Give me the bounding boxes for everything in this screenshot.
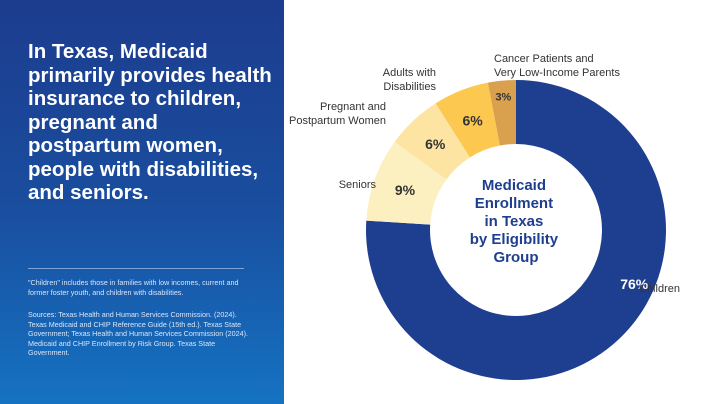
footnote: "Children" includes those in families wi… — [28, 278, 239, 297]
donut-chart: 76%Children 9% Seniors 6% Pregnant and Postpa… — [289, 53, 680, 380]
center-title: Medicaid Enrollment in Texas by Eligibil… — [470, 177, 563, 266]
headline: In Texas, Medicaid primarily provides he… — [28, 40, 272, 204]
category-label: Seniors — [339, 179, 377, 191]
slice-adults-with-disabilities — [435, 82, 500, 158]
category-label: Pregnant and Postpartum Women — [289, 101, 386, 127]
slice-cancer-patients-and-very-low-income-parents — [487, 80, 516, 146]
category-label: Adults with Disabilities — [383, 67, 437, 93]
info-panel: In Texas, Medicaid primarily provides he… — [0, 0, 284, 404]
data-label: 6% — [462, 112, 483, 128]
data-label: 6% — [425, 136, 446, 152]
category-label: Cancer Patients and Very Low-Income Paren… — [494, 53, 620, 79]
sources: Sources: Texas Health and Human Services… — [28, 310, 248, 358]
data-label: 76% — [620, 276, 649, 292]
slice-children — [366, 80, 666, 380]
data-label: 9% — [395, 182, 416, 198]
slice-seniors — [366, 141, 447, 225]
data-label: 3% — [495, 92, 511, 104]
category-label: Children — [639, 283, 680, 295]
slice-pregnant-and-postpartum-women — [394, 103, 470, 180]
divider — [28, 268, 244, 269]
